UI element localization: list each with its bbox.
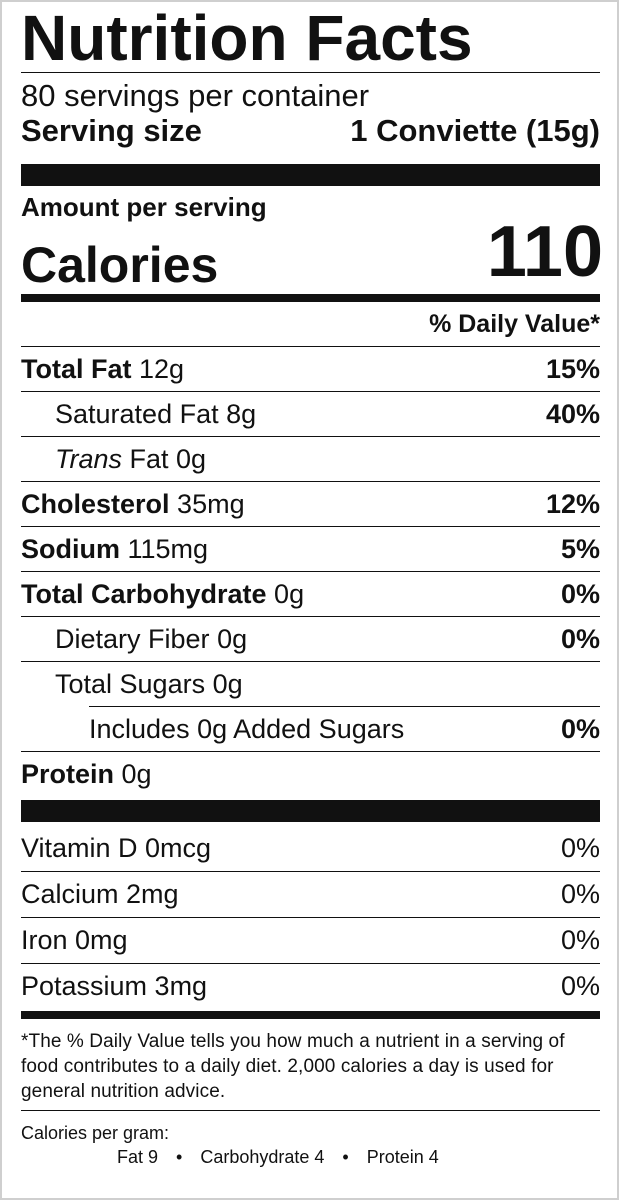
nutrient-name: Trans bbox=[55, 443, 123, 474]
divider bbox=[21, 391, 600, 392]
thick-divider bbox=[21, 164, 600, 186]
nutrient-row-dietary-fiber: Dietary Fiber 0g 0% bbox=[21, 617, 600, 661]
divider bbox=[21, 917, 600, 918]
divider bbox=[21, 571, 600, 572]
divider bbox=[21, 481, 600, 482]
nutrient-amount: 8g bbox=[226, 398, 257, 429]
nutrient-dv: 40% bbox=[545, 398, 600, 429]
daily-value-header: % Daily Value* bbox=[429, 310, 600, 338]
nutrient-name: Dietary Fiber bbox=[55, 623, 210, 654]
medium-divider bbox=[21, 294, 600, 302]
nutrient-dv: 12% bbox=[545, 488, 600, 519]
nutrient-dv: 0% bbox=[560, 578, 600, 609]
divider bbox=[21, 72, 600, 73]
nutrient-amount: 0g bbox=[121, 758, 152, 789]
nutrient-name: Includes 0g Added Sugars bbox=[89, 713, 405, 744]
cpg-protein: Protein 4 bbox=[366, 1147, 439, 1167]
nutrient-name: Total Fat bbox=[21, 353, 132, 384]
daily-value-footnote: *The % Daily Value tells you how much a … bbox=[21, 1031, 565, 1102]
vitamin-row-iron: Iron 0mg 0% bbox=[21, 918, 600, 963]
vitamin-dv: 0% bbox=[560, 925, 600, 955]
vitamin-row-vitamin-d: Vitamin D 0mcg 0% bbox=[21, 826, 600, 871]
vitamin-dv: 0% bbox=[560, 879, 600, 909]
divider bbox=[21, 616, 600, 617]
nutrient-row-cholesterol: Cholesterol 35mg 12% bbox=[21, 482, 600, 526]
divider bbox=[21, 346, 600, 347]
nutrient-name: Saturated Fat bbox=[55, 398, 219, 429]
nutrient-dv: 0% bbox=[560, 623, 600, 654]
nutrient-row-saturated-fat: Saturated Fat 8g 40% bbox=[21, 392, 600, 436]
nutrient-name: Protein bbox=[21, 758, 115, 789]
calories-per-gram-title: Calories per gram: bbox=[21, 1123, 170, 1143]
servings-per-container: 80 servings per container bbox=[21, 78, 370, 113]
cpg-fat: Fat 9 bbox=[117, 1147, 159, 1167]
divider bbox=[21, 436, 600, 437]
nutrient-name: Sodium bbox=[21, 533, 120, 564]
serving-size-value: 1 Conviette (15g) bbox=[350, 113, 600, 148]
vitamin-name: Potassium 3mg bbox=[21, 971, 208, 1001]
serving-size-label: Serving size bbox=[21, 113, 202, 148]
calories-per-gram-values: Fat 9 • Carbohydrate 4 • Protein 4 bbox=[21, 1148, 600, 1166]
nutrient-amount: 115mg bbox=[127, 533, 209, 564]
nutrient-dv: 15% bbox=[545, 353, 600, 384]
divider bbox=[21, 526, 600, 527]
nutrient-dv: 5% bbox=[560, 533, 600, 564]
amount-per-serving: Amount per serving bbox=[21, 192, 267, 222]
nutrient-row-trans-fat: Trans Fat 0g bbox=[21, 437, 600, 481]
vitamin-dv: 0% bbox=[560, 833, 600, 863]
vitamin-name: Iron 0mg bbox=[21, 925, 128, 955]
divider bbox=[21, 1110, 600, 1111]
nutrient-row-total-fat: Total Fat 12g 15% bbox=[21, 347, 600, 391]
nutrient-row-added-sugars: Includes 0g Added Sugars 0% bbox=[21, 707, 600, 751]
nutrient-row-total-sugars: Total Sugars 0g bbox=[21, 662, 600, 706]
vitamin-row-potassium: Potassium 3mg 0% bbox=[21, 964, 600, 1009]
nutrient-amount: 0g bbox=[212, 668, 243, 699]
nutrient-amount: 12g bbox=[139, 353, 185, 384]
serving-size-row: Serving size 1 Conviette (15g) bbox=[21, 115, 600, 155]
cpg-carbohydrate: Carbohydrate 4 bbox=[200, 1147, 325, 1167]
calories-value: 110 bbox=[486, 212, 603, 292]
calories-label: Calories bbox=[21, 237, 219, 293]
nutrient-name: Total Carbohydrate bbox=[21, 578, 267, 609]
nutrient-amount: 0g bbox=[217, 623, 248, 654]
nutrient-row-total-carbohydrate: Total Carbohydrate 0g 0% bbox=[21, 572, 600, 616]
nutrient-name: Total Sugars bbox=[55, 668, 206, 699]
bullet-separator: • bbox=[176, 1147, 183, 1167]
thick-divider bbox=[21, 800, 600, 822]
label-title: Nutrition Facts bbox=[21, 2, 473, 74]
divider bbox=[21, 963, 600, 964]
nutrient-dv: 0% bbox=[560, 713, 600, 744]
nutrient-amount: 0g bbox=[274, 578, 305, 609]
nutrient-name: Cholesterol bbox=[21, 488, 170, 519]
divider bbox=[21, 661, 600, 662]
nutrient-row-protein: Protein 0g bbox=[21, 752, 600, 796]
bullet-separator: • bbox=[342, 1147, 349, 1167]
vitamin-name: Vitamin D 0mcg bbox=[21, 833, 212, 863]
divider bbox=[21, 751, 600, 752]
divider bbox=[21, 871, 600, 872]
divider bbox=[89, 706, 600, 707]
vitamin-row-calcium: Calcium 2mg 0% bbox=[21, 872, 600, 917]
nutrient-amount: Fat 0g bbox=[129, 443, 207, 474]
vitamin-dv: 0% bbox=[560, 971, 600, 1001]
vitamin-name: Calcium 2mg bbox=[21, 879, 179, 909]
medium-divider bbox=[21, 1011, 600, 1019]
nutrient-row-sodium: Sodium 115mg 5% bbox=[21, 527, 600, 571]
nutrient-amount: 35mg bbox=[177, 488, 245, 519]
calories-row: Calories 110 bbox=[21, 216, 603, 293]
